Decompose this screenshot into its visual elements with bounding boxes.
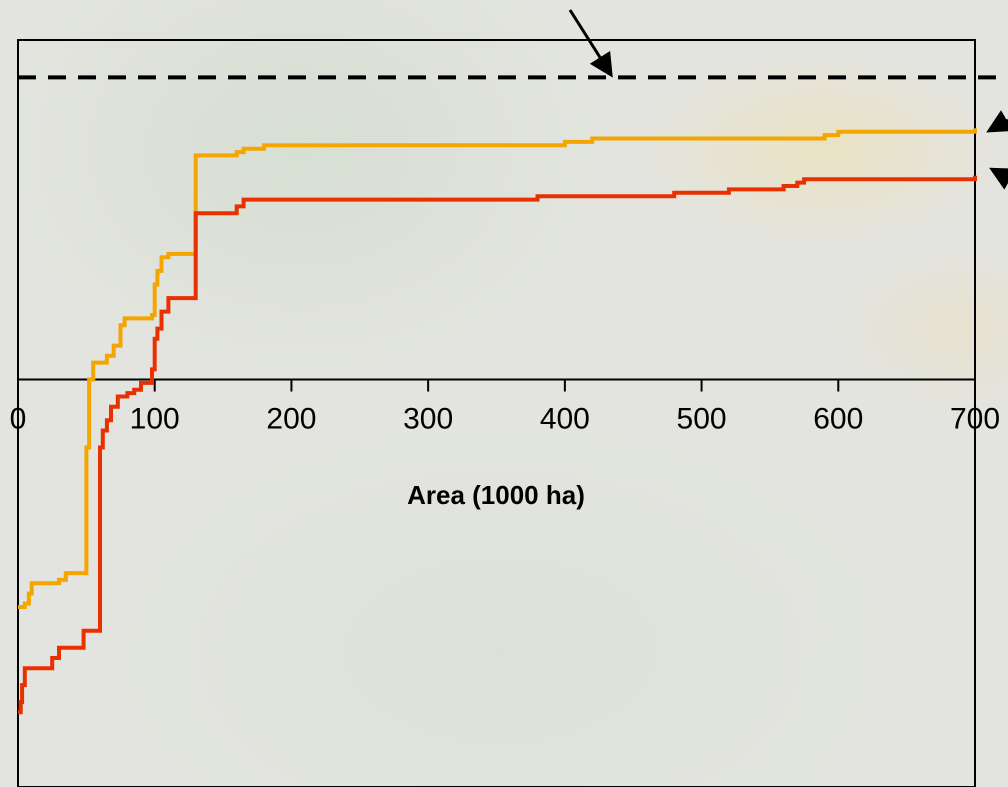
x-tick-label-6: 600 <box>813 403 863 436</box>
annotation-arrow-0 <box>568 9 613 78</box>
series-line-0 <box>18 128 977 609</box>
x-axis-title: Area (1000 ha) <box>407 480 585 510</box>
annotation-arrow-1 <box>986 110 1008 133</box>
x-tick-label-5: 500 <box>677 403 727 436</box>
plot-frame <box>17 39 976 787</box>
annotation-arrows <box>568 9 1008 190</box>
x-ticks <box>17 379 976 392</box>
series-layer <box>18 128 977 715</box>
x-tick-label-3: 300 <box>403 403 453 436</box>
x-tick-label-4: 400 <box>540 403 590 436</box>
x-tick-label-0: 0 <box>10 403 27 436</box>
x-tick-label-1: 100 <box>130 403 180 436</box>
x-tick-label-7: 700 <box>950 403 1000 436</box>
series-line-1 <box>18 175 977 715</box>
annotation-arrow-2 <box>989 167 1008 190</box>
x-tick-label-2: 200 <box>266 403 316 436</box>
x-tick-labels: 0 100 200 300 400 500 600 700 <box>10 403 1000 436</box>
